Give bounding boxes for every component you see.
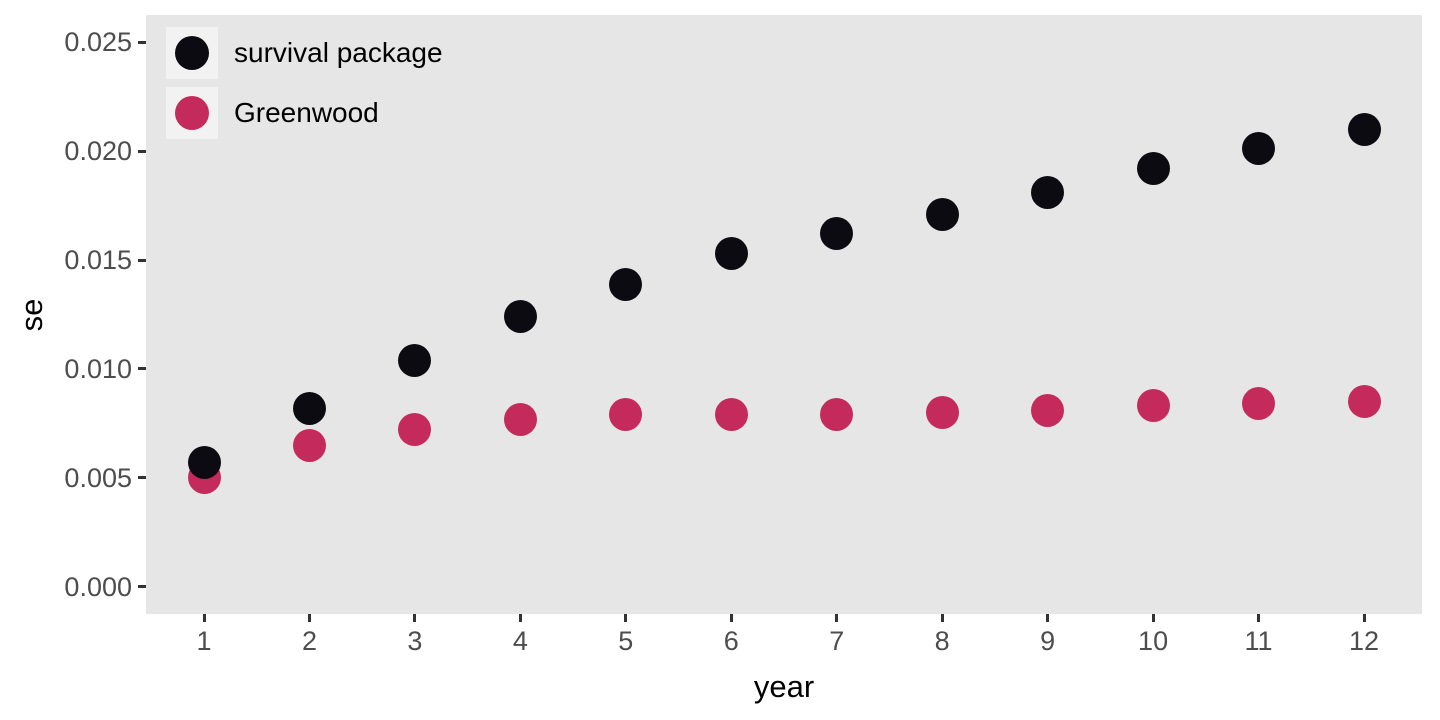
plot-panel [146, 15, 1422, 614]
data-point-survival-package [1347, 112, 1381, 146]
x-tick-mark [518, 614, 522, 622]
legend-key [166, 27, 218, 79]
x-tick-mark [1362, 614, 1366, 622]
y-tick-label: 0.000 [64, 571, 132, 602]
data-point-greenwood [1347, 385, 1381, 419]
data-point-survival-package [1136, 152, 1170, 186]
x-tick-label: 12 [1348, 626, 1380, 656]
survival-package-swatch-icon [175, 36, 209, 70]
y-tick-mark [138, 40, 146, 44]
data-point-survival-package [1031, 176, 1065, 210]
x-tick-mark [835, 614, 839, 622]
legend: survival package Greenwood [166, 27, 443, 147]
data-point-greenwood [820, 398, 854, 432]
data-point-greenwood [292, 428, 326, 462]
legend-key [166, 87, 218, 139]
data-point-survival-package [503, 300, 537, 334]
x-tick-label: 4 [512, 626, 528, 656]
x-tick-label: 3 [407, 626, 423, 656]
x-tick-label: 9 [1040, 626, 1056, 656]
data-point-greenwood [503, 402, 537, 436]
x-tick-mark [729, 614, 733, 622]
x-tick-label: 6 [723, 626, 739, 656]
y-tick-mark [138, 476, 146, 480]
legend-label: survival package [234, 37, 443, 68]
x-tick-label: 7 [829, 626, 845, 656]
data-point-survival-package [398, 343, 432, 377]
data-point-survival-package [1242, 132, 1276, 166]
y-axis-title: se [14, 298, 49, 332]
data-point-survival-package [820, 217, 854, 251]
data-point-greenwood [1031, 393, 1065, 427]
y-tick-label: 0.020 [64, 136, 132, 167]
data-point-survival-package [714, 237, 748, 270]
data-point-survival-package [925, 197, 959, 231]
data-point-greenwood [925, 396, 959, 430]
data-point-greenwood [714, 398, 748, 432]
x-tick-mark [1257, 614, 1261, 622]
x-tick-mark [413, 614, 417, 622]
x-tick-label: 10 [1138, 626, 1169, 656]
legend-label: Greenwood [234, 97, 379, 128]
x-tick-label: 2 [301, 626, 317, 656]
x-tick-label: 1 [196, 626, 212, 656]
y-tick-label: 0.025 [64, 27, 132, 58]
x-tick-mark [1151, 614, 1155, 622]
data-point-greenwood [609, 398, 643, 432]
x-tick-label: 8 [934, 626, 950, 656]
x-tick-mark [307, 614, 311, 622]
y-tick-label: 0.015 [64, 245, 132, 276]
y-tick-label: 0.005 [64, 462, 132, 493]
legend-item-survival-package: survival package [166, 27, 443, 79]
data-point-greenwood [1242, 387, 1276, 421]
y-tick-mark [138, 258, 146, 262]
data-point-survival-package [609, 267, 643, 301]
x-tick-mark [202, 614, 206, 622]
y-tick-mark [138, 367, 146, 371]
x-tick-label: 5 [618, 626, 634, 656]
legend-item-greenwood: Greenwood [166, 87, 443, 139]
greenwood-swatch-icon [175, 96, 209, 130]
x-tick-mark [624, 614, 628, 622]
y-tick-label: 0.010 [64, 353, 132, 384]
data-point-survival-package [187, 446, 221, 480]
data-point-greenwood [1136, 389, 1170, 423]
data-point-survival-package [292, 391, 326, 425]
data-point-greenwood [398, 413, 432, 447]
y-tick-mark [138, 149, 146, 153]
x-tick-mark [1046, 614, 1050, 622]
x-tick-mark [940, 614, 944, 622]
x-tick-label: 11 [1244, 626, 1273, 656]
x-axis-title: year [753, 669, 815, 704]
y-tick-mark [138, 585, 146, 589]
